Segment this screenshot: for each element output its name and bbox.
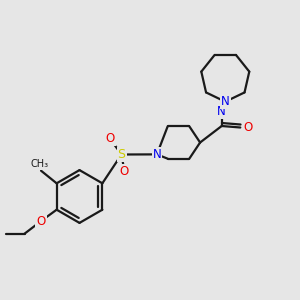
Text: O: O [106, 132, 115, 146]
Text: O: O [243, 121, 252, 134]
Text: S: S [118, 148, 125, 161]
Text: O: O [120, 165, 129, 178]
Text: O: O [36, 214, 46, 228]
Text: CH₃: CH₃ [31, 159, 49, 169]
Text: N: N [152, 148, 161, 161]
Text: N: N [217, 105, 226, 118]
Text: N: N [221, 95, 230, 108]
